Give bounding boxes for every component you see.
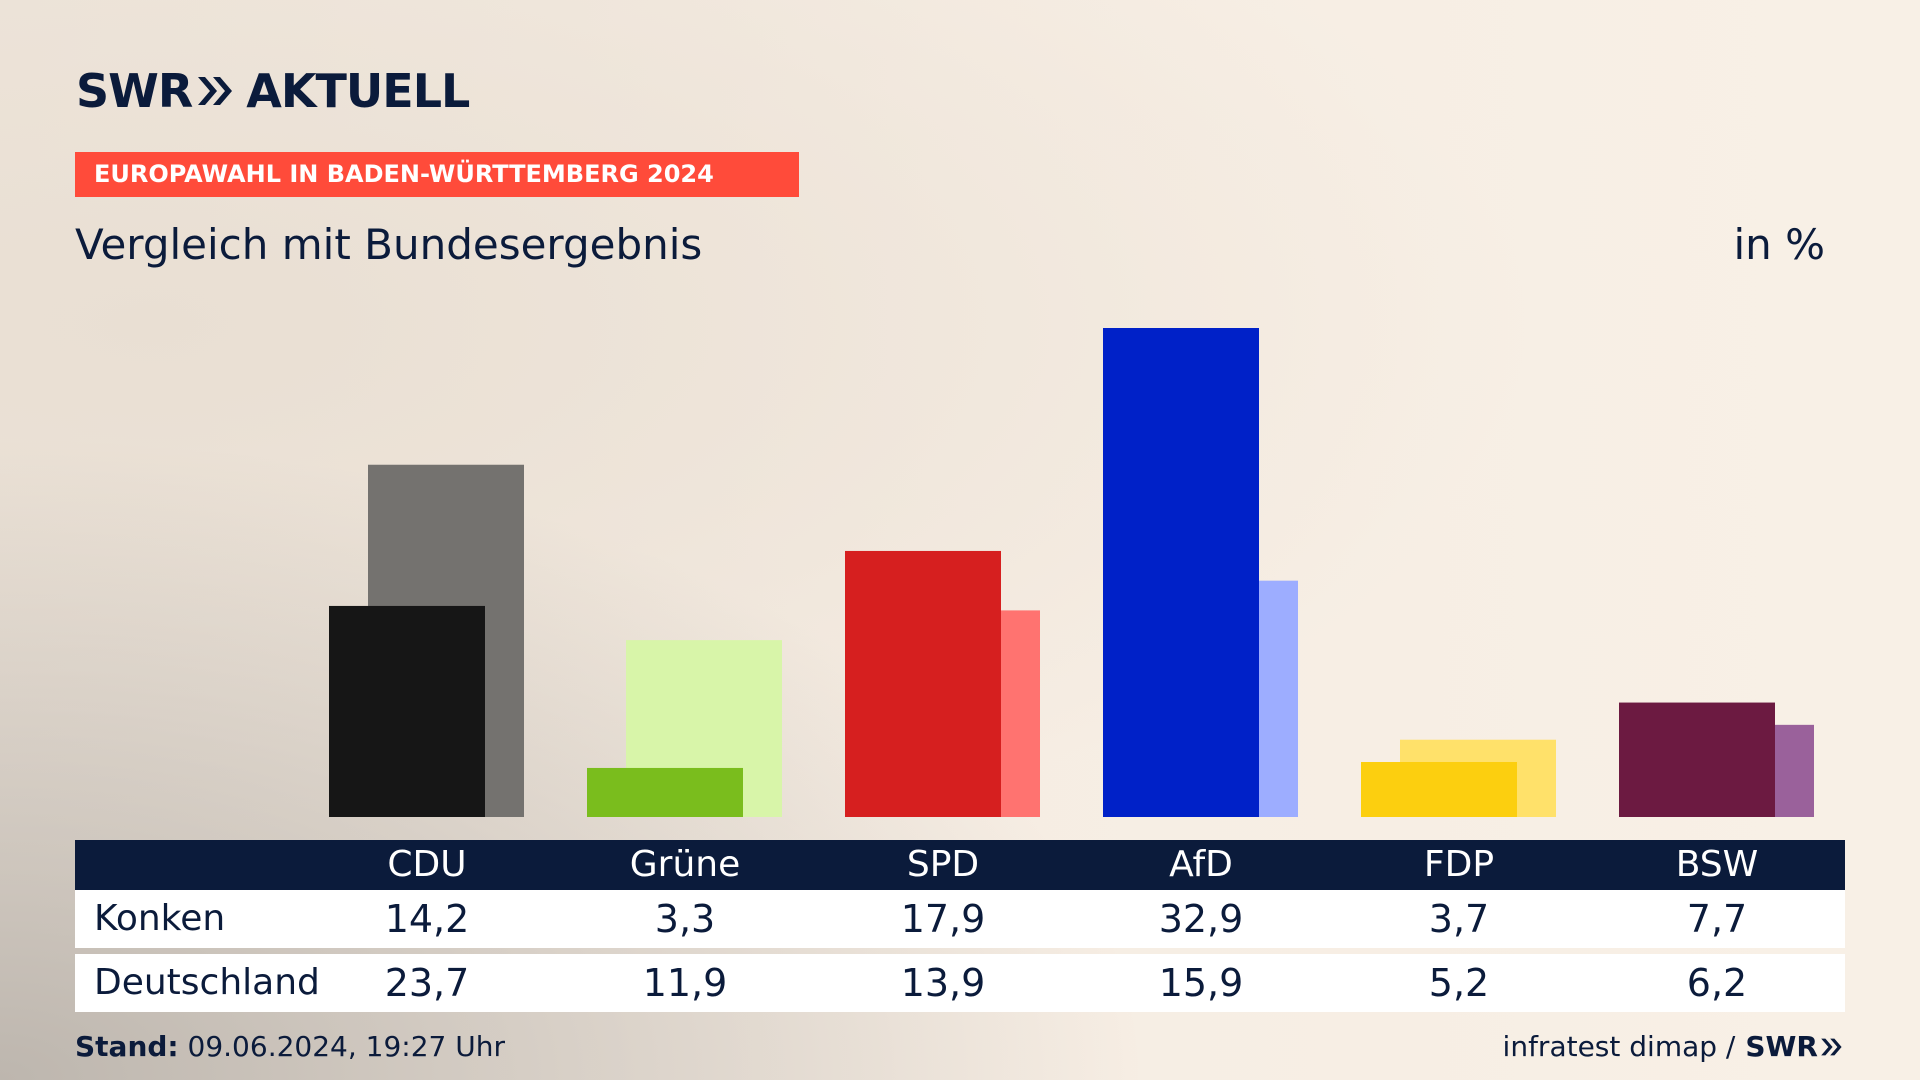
header-party: CDU: [387, 844, 467, 885]
table-cell: 23,7: [384, 961, 470, 1005]
stand-value: 09.06.2024, 19:27 Uhr: [187, 1030, 505, 1063]
table-cell: 3,7: [1428, 897, 1490, 941]
unit-label: in %: [1733, 220, 1825, 269]
timestamp: Stand: 09.06.2024, 19:27 Uhr: [75, 1030, 505, 1063]
bar-konken-afd: [1103, 328, 1259, 817]
bar-konken-grüne: [587, 767, 743, 817]
header-party: Grüne: [629, 844, 741, 885]
table-cell: 14,2: [384, 897, 470, 941]
bar-chart: [329, 328, 1814, 817]
table-header: CDU Grüne SPD AfD FDP BSW: [75, 840, 1845, 890]
table-cell: 32,9: [1158, 897, 1244, 941]
double-chevron-icon: [1821, 1038, 1842, 1055]
table-cell: 3,3: [654, 897, 716, 941]
table-cell: 15,9: [1158, 961, 1244, 1005]
bar-konken-spd: [845, 550, 1001, 817]
election-kicker: EUROPAWAHL IN BADEN-WÜRTTEMBERG 2024: [75, 152, 799, 197]
results-table: CDU Grüne SPD AfD FDP BSW Konken 14,2 3,…: [75, 840, 1845, 1012]
swr-aktuell-logo: SWR AKTUELL: [76, 62, 470, 120]
table-row: Deutschland 23,7 11,9 13,9 15,9 5,2 6,2: [75, 954, 1845, 1012]
source-text: infratest dimap /: [1502, 1030, 1736, 1063]
table-cell: 5,2: [1428, 961, 1490, 1005]
bar-konken-bsw: [1619, 702, 1775, 817]
table-row: Konken 14,2 3,3 17,9 32,9 3,7 7,7: [75, 890, 1845, 948]
stand-label: Stand:: [75, 1030, 179, 1063]
header-party: AfD: [1169, 844, 1233, 885]
table-cell: 6,2: [1686, 961, 1748, 1005]
header-party: SPD: [906, 844, 980, 885]
swr-small-logo: SWR: [1745, 1030, 1818, 1063]
row-label: Konken: [94, 898, 226, 939]
bar-konken-cdu: [329, 605, 485, 817]
source-credit: infratest dimap / SWR: [1503, 1030, 1844, 1063]
aktuell-logo-text: AKTUELL: [246, 64, 470, 118]
table-cell: 17,9: [900, 897, 986, 941]
table-cell: 11,9: [642, 961, 728, 1005]
bar-konken-fdp: [1361, 762, 1517, 817]
row-label: Deutschland: [94, 962, 320, 1003]
double-chevron-icon: [198, 77, 233, 105]
header-party: BSW: [1675, 844, 1759, 885]
header-party: FDP: [1423, 844, 1495, 885]
swr-logo-text: SWR: [76, 64, 193, 118]
chart-subtitle: Vergleich mit Bundesergebnis: [75, 220, 703, 269]
table-cell: 7,7: [1686, 897, 1748, 941]
table-cell: 13,9: [900, 961, 986, 1005]
